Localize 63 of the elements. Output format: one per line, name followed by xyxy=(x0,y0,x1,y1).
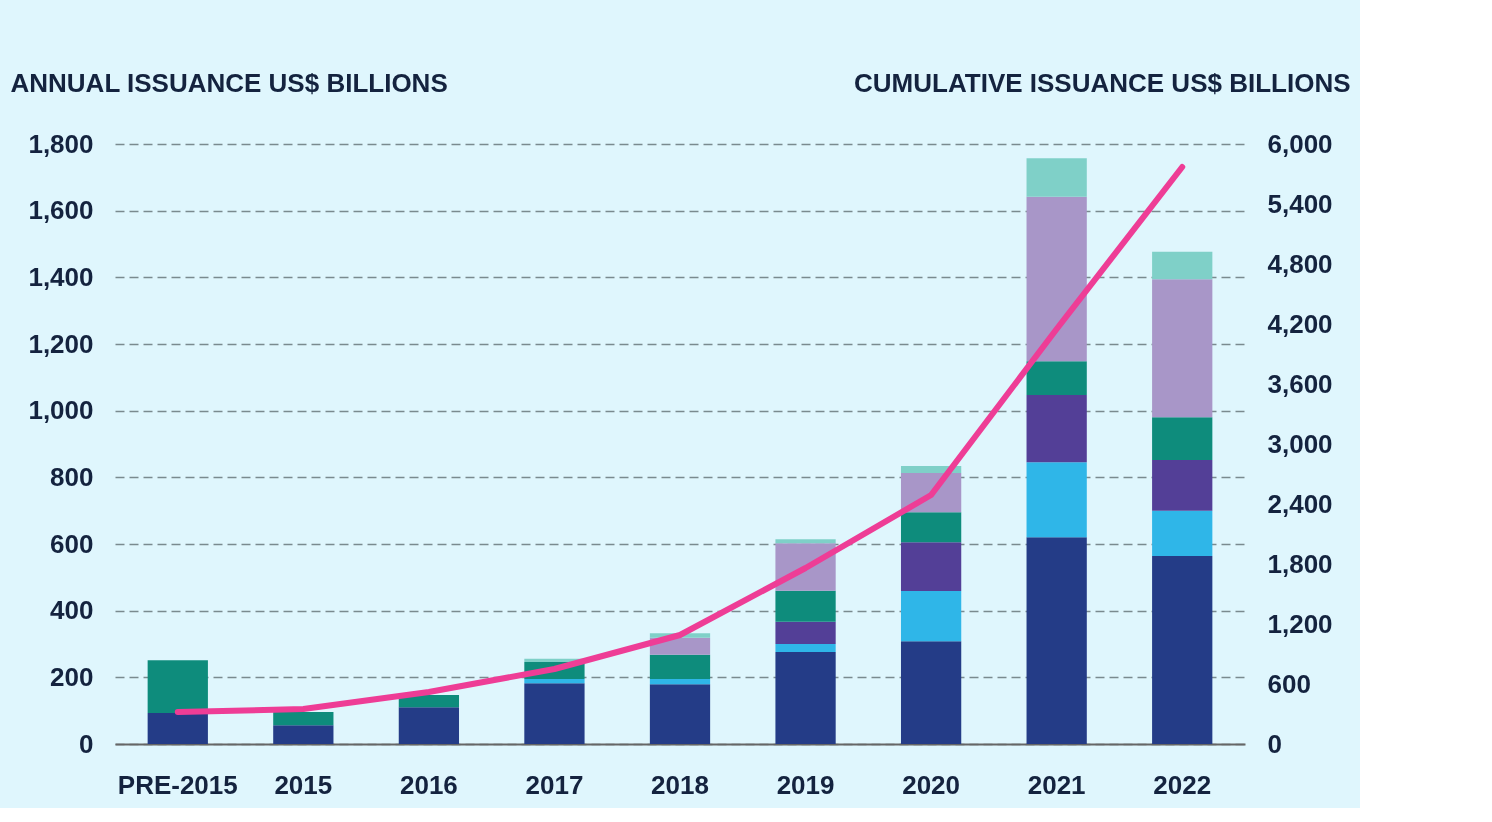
bar xyxy=(900,641,962,744)
x-tick-label: 2022 xyxy=(1153,769,1212,800)
bar xyxy=(524,683,585,744)
y2-tick-label: 4,200 xyxy=(1267,308,1333,339)
y2-tick-label: 0 xyxy=(1267,728,1282,759)
bar xyxy=(1026,462,1087,538)
bar xyxy=(273,725,334,744)
bar xyxy=(900,542,962,591)
bar xyxy=(1026,537,1087,744)
bar xyxy=(273,712,334,726)
y-tick-label: 0 xyxy=(79,728,94,759)
x-tick-label: 2016 xyxy=(399,769,458,800)
y-tick-label: 800 xyxy=(50,461,94,492)
y2-tick-label: 600 xyxy=(1267,668,1311,699)
bar xyxy=(1026,158,1087,197)
bar xyxy=(1152,417,1213,460)
bar xyxy=(775,652,836,744)
y2-axis-title: CUMULATIVE ISSUANCE US$ BILLIONS xyxy=(854,67,1351,98)
bar xyxy=(147,713,208,744)
y2-tick-label: 1,800 xyxy=(1267,548,1333,579)
bar xyxy=(775,539,836,544)
x-tick-label: 2020 xyxy=(902,769,961,800)
y2-tick-label: 1,200 xyxy=(1267,608,1333,639)
y2-tick-label: 4,800 xyxy=(1267,248,1333,279)
y-tick-label: 400 xyxy=(50,595,94,626)
bar xyxy=(649,654,711,679)
bar xyxy=(775,644,836,652)
y2-tick-label: 2,400 xyxy=(1267,488,1333,519)
bar xyxy=(398,707,460,744)
x-tick-label: 2021 xyxy=(1027,769,1086,800)
y-tick-label: 1,200 xyxy=(28,328,94,359)
bar xyxy=(1152,556,1213,744)
x-tick-label: 2018 xyxy=(651,769,709,800)
bar xyxy=(775,590,836,622)
y-axis-title: ANNUAL ISSUANCE US$ BILLIONS xyxy=(10,67,448,98)
bar xyxy=(1152,279,1213,418)
bar xyxy=(1026,395,1087,463)
bar xyxy=(900,591,962,642)
bar xyxy=(1152,251,1213,280)
bar xyxy=(147,660,208,713)
bar xyxy=(1152,460,1213,511)
y-tick-label: 1,600 xyxy=(28,195,94,226)
x-tick-label: 2015 xyxy=(274,769,333,800)
x-tick-label: 2017 xyxy=(525,769,584,800)
y2-tick-label: 6,000 xyxy=(1267,128,1333,159)
bar xyxy=(524,679,585,684)
y-tick-label: 1,800 xyxy=(28,128,94,159)
bar xyxy=(649,679,711,685)
bar xyxy=(649,684,711,744)
y2-tick-label: 5,400 xyxy=(1267,188,1333,219)
y2-tick-label: 3,600 xyxy=(1267,368,1333,399)
y-tick-label: 1,000 xyxy=(28,395,94,426)
x-tick-label: PRE-2015 xyxy=(117,769,238,800)
bar xyxy=(1152,510,1213,556)
x-tick-label: 2019 xyxy=(776,769,835,800)
bar xyxy=(775,621,836,644)
bar xyxy=(1026,196,1087,362)
y2-tick-label: 3,000 xyxy=(1267,428,1333,459)
bar xyxy=(1026,361,1087,395)
y-tick-label: 1,400 xyxy=(28,261,94,292)
y-tick-label: 200 xyxy=(50,661,94,692)
y-tick-label: 600 xyxy=(50,528,94,559)
bar xyxy=(900,512,962,543)
